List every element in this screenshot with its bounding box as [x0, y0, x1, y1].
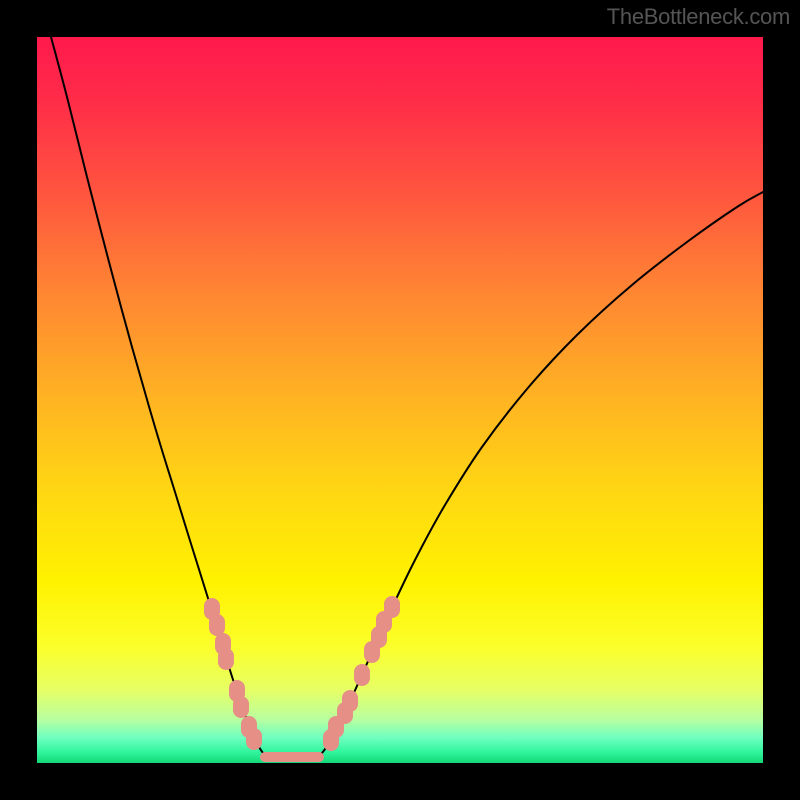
data-marker	[384, 596, 400, 618]
data-marker	[354, 664, 370, 686]
data-marker	[233, 696, 249, 718]
data-marker	[342, 690, 358, 712]
chart-svg	[37, 37, 763, 763]
data-marker	[246, 728, 262, 750]
attribution-text: TheBottleneck.com	[607, 4, 790, 30]
curve-line	[51, 37, 267, 757]
chart-frame	[37, 37, 763, 763]
data-marker	[209, 614, 225, 636]
curve-line	[317, 192, 763, 757]
data-marker	[218, 648, 234, 670]
